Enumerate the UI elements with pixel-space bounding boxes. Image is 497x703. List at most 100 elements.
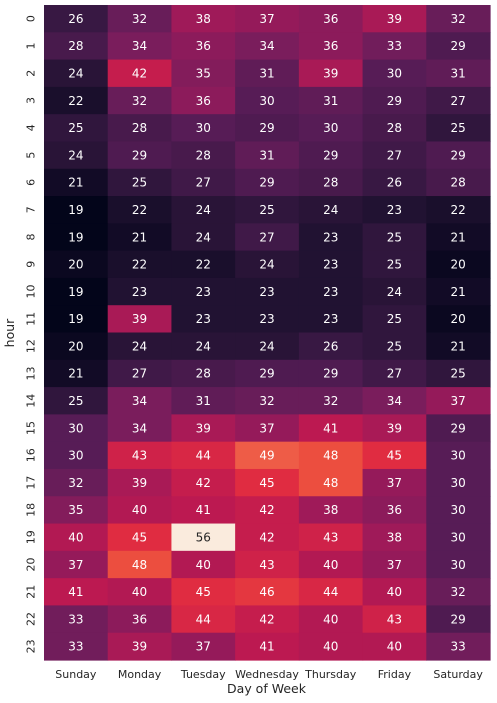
- cell-value-label: 23: [323, 312, 338, 326]
- cell-value-label: 23: [196, 312, 211, 326]
- cell-value-label: 41: [259, 640, 274, 654]
- cell-value-label: 29: [259, 176, 274, 190]
- y-tick-label: 10: [25, 285, 38, 299]
- cell-value-label: 25: [387, 339, 402, 353]
- heatmap-cell: [235, 305, 300, 334]
- heatmap-cell: [298, 359, 364, 388]
- cell-value-label: 34: [259, 39, 274, 53]
- heatmap-cell: [298, 523, 364, 552]
- cell-value-label: 30: [68, 449, 83, 463]
- cell-value-label: 23: [387, 203, 402, 217]
- heatmap-cell: [298, 32, 364, 61]
- heatmap-cell: [107, 578, 173, 607]
- cell-value-label: 42: [132, 67, 147, 81]
- cell-value-label: 22: [450, 203, 465, 217]
- heatmap-cells: [44, 5, 491, 661]
- heatmap-cell: [44, 441, 109, 470]
- cell-value-label: 23: [259, 312, 274, 326]
- heatmap-cell: [298, 332, 364, 361]
- cell-value-label: 36: [323, 39, 338, 53]
- cell-value-label: 37: [259, 421, 274, 435]
- heatmap-cell: [426, 523, 491, 552]
- cell-value-label: 40: [132, 503, 147, 517]
- cell-value-label: 31: [259, 67, 274, 81]
- cell-value-label: 24: [196, 230, 211, 244]
- heatmap-cell: [171, 523, 236, 552]
- cell-value-label: 23: [323, 285, 338, 299]
- heatmap-cell: [235, 632, 300, 661]
- cell-value-label: 42: [259, 612, 274, 626]
- heatmap-cell: [426, 332, 491, 361]
- cell-value-label: 27: [132, 367, 147, 381]
- cell-value-label: 38: [387, 530, 402, 544]
- x-tick-label: Saturday: [433, 668, 483, 681]
- cell-value-label: 25: [259, 203, 274, 217]
- cell-value-label: 22: [68, 94, 83, 108]
- cell-value-label: 36: [196, 94, 211, 108]
- heatmap-cell: [235, 114, 300, 143]
- cell-value-label: 25: [387, 258, 402, 272]
- heatmap-cell: [362, 332, 427, 361]
- heatmap-cell: [426, 496, 491, 525]
- heatmap-cell: [107, 223, 173, 252]
- x-axis-tick-labels: Sunday Monday Tuesday Wednesday Thursday Frid…: [55, 668, 483, 681]
- heatmap-cell: [171, 59, 236, 88]
- heatmap-cell: [235, 605, 300, 634]
- heatmap-cell: [235, 578, 300, 607]
- cell-value-label: 24: [196, 339, 211, 353]
- cell-value-label: 30: [450, 530, 465, 544]
- cell-value-label: 40: [323, 640, 338, 654]
- heatmap-cell: [107, 605, 173, 634]
- cell-value-label: 41: [323, 421, 338, 435]
- cell-value-label: 24: [132, 339, 147, 353]
- cell-value-label: 24: [323, 203, 338, 217]
- heatmap-cell: [107, 550, 173, 579]
- heatmap-cell: [235, 86, 300, 115]
- cell-value-label: 56: [196, 530, 211, 544]
- cell-value-label: 37: [259, 12, 274, 26]
- heatmap-cell: [235, 550, 300, 579]
- heatmap-cell: [171, 250, 236, 279]
- cell-value-label: 24: [259, 339, 274, 353]
- cell-value-label: 37: [387, 476, 402, 490]
- x-axis-label: Day of Week: [227, 681, 307, 696]
- y-tick-label: 15: [25, 421, 38, 435]
- cell-value-label: 45: [196, 585, 211, 599]
- heatmap-cell: [44, 250, 109, 279]
- cell-value-label: 25: [387, 312, 402, 326]
- heatmap-cell: [44, 468, 109, 497]
- heatmap-cell: [171, 223, 236, 252]
- heatmap-cell: [44, 305, 109, 334]
- heatmap-cell: [171, 578, 236, 607]
- cell-value-label: 31: [450, 67, 465, 81]
- cell-value-label: 40: [323, 558, 338, 572]
- cell-value-label: 28: [196, 148, 211, 162]
- heatmap-cell: [171, 114, 236, 143]
- heatmap-cell: [426, 223, 491, 252]
- cell-value-label: 28: [450, 176, 465, 190]
- heatmap-cell: [44, 141, 109, 170]
- heatmap-cell: [44, 632, 109, 661]
- cell-value-label: 32: [68, 476, 83, 490]
- cell-value-label: 29: [387, 94, 402, 108]
- cell-value-label: 25: [450, 121, 465, 135]
- cell-value-label: 20: [68, 339, 83, 353]
- cell-value-label: 44: [196, 449, 211, 463]
- y-tick-label: 22: [25, 612, 38, 626]
- heatmap-cell: [426, 141, 491, 170]
- heatmap-cell: [44, 605, 109, 634]
- heatmap-cell: [298, 468, 364, 497]
- heatmap-cell: [235, 141, 300, 170]
- heatmap-cell: [44, 196, 109, 224]
- cell-value-label: 36: [196, 39, 211, 53]
- cell-value-label: 41: [196, 503, 211, 517]
- heatmap-cell: [44, 277, 109, 306]
- cell-value-label: 43: [323, 530, 338, 544]
- cell-value-label: 24: [259, 258, 274, 272]
- cell-value-label: 29: [132, 148, 147, 162]
- cell-value-label: 48: [132, 558, 147, 572]
- heatmap-cell: [298, 605, 364, 634]
- cell-value-label: 30: [450, 449, 465, 463]
- heatmap-cell: [107, 632, 173, 661]
- cell-value-label: 29: [450, 421, 465, 435]
